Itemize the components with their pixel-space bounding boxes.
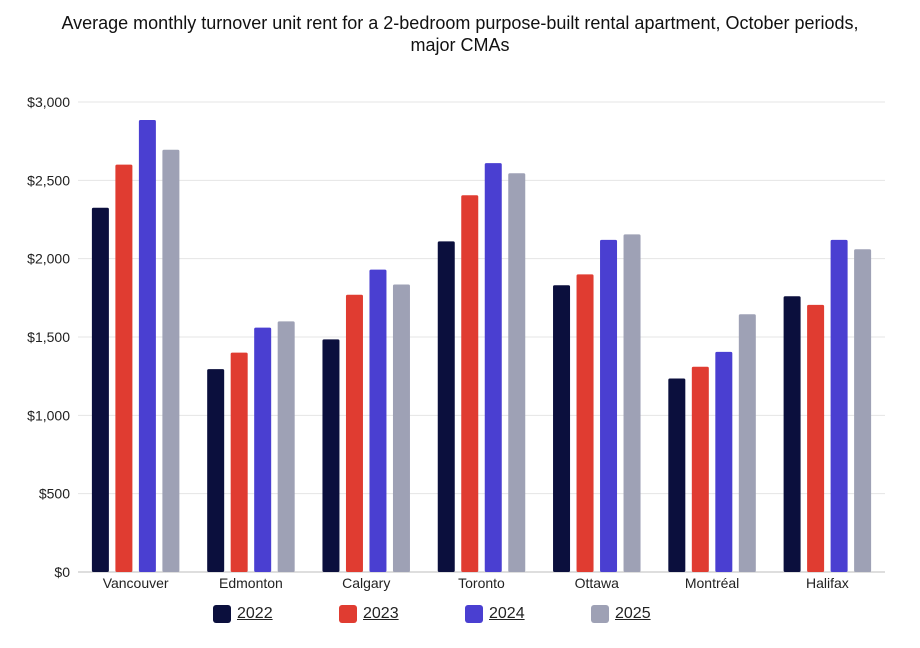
x-tick-label: Calgary xyxy=(342,575,390,591)
x-tick-label: Halifax xyxy=(806,575,849,591)
x-tick-label: Ottawa xyxy=(575,575,620,591)
bar xyxy=(277,321,295,572)
y-tick-label: $2,000 xyxy=(27,251,70,267)
chart-legend: 2022 2023 2024 2025 xyxy=(0,605,920,631)
bar xyxy=(461,195,479,572)
bar xyxy=(392,284,410,572)
bar xyxy=(91,207,109,572)
bar xyxy=(162,149,180,573)
bar xyxy=(738,314,756,572)
bar xyxy=(783,296,801,572)
bar xyxy=(230,352,248,572)
legend-swatch xyxy=(339,605,357,623)
bar xyxy=(322,339,340,572)
chart-title: Average monthly turnover unit rent for a… xyxy=(61,13,859,55)
bar xyxy=(553,285,571,572)
y-tick-label: $1,500 xyxy=(27,329,70,345)
legend-label: 2023 xyxy=(363,605,399,622)
legend-label: 2025 xyxy=(615,605,651,622)
bar xyxy=(138,120,156,573)
bar xyxy=(576,274,594,572)
bar xyxy=(115,164,133,572)
legend-swatch xyxy=(465,605,483,623)
bar xyxy=(207,369,225,572)
legend-swatch xyxy=(591,605,609,623)
bar xyxy=(437,241,455,572)
bar xyxy=(807,304,825,572)
y-tick-label: $0 xyxy=(54,564,70,580)
x-tick-label: Toronto xyxy=(458,575,505,591)
x-tick-label: Edmonton xyxy=(219,575,283,591)
bar xyxy=(854,249,872,572)
legend-item-2025[interactable]: 2025 xyxy=(591,605,651,623)
bar xyxy=(345,294,363,572)
bar xyxy=(668,378,686,572)
bar xyxy=(600,239,618,572)
bar xyxy=(691,366,709,572)
bar xyxy=(484,163,502,572)
y-tick-label: $3,000 xyxy=(27,94,70,110)
y-tick-label: $2,500 xyxy=(27,172,70,188)
x-tick-label: Vancouver xyxy=(103,575,169,591)
bar xyxy=(830,239,848,572)
bar xyxy=(254,327,272,572)
legend-label: 2024 xyxy=(489,605,525,622)
x-tick-label: Montréal xyxy=(685,575,739,591)
bar xyxy=(369,269,387,572)
bar xyxy=(623,234,641,572)
bar xyxy=(715,351,733,572)
y-tick-label: $1,000 xyxy=(27,407,70,423)
bar-chart: $0 $500 $1,000 $1,500 $2,000 $2,500 $3,000 Vanc… xyxy=(27,94,885,591)
y-tick-label: $500 xyxy=(39,486,70,502)
legend-item-2023[interactable]: 2023 xyxy=(339,605,399,623)
legend-label: 2022 xyxy=(237,605,273,622)
legend-item-2024[interactable]: 2024 xyxy=(465,605,525,623)
legend-swatch xyxy=(213,605,231,623)
legend-item-2022[interactable]: 2022 xyxy=(213,605,273,623)
bar xyxy=(508,173,526,573)
